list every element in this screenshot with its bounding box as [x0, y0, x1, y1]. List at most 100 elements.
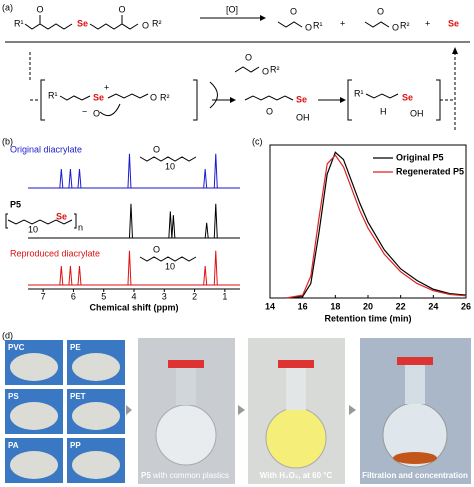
atom: Se [296, 94, 307, 104]
flask-neck [176, 365, 196, 405]
x-tick-label: 6 [71, 291, 76, 301]
bracket [5, 213, 77, 229]
curved-arrow [209, 81, 218, 109]
bond [244, 95, 294, 101]
atom: Se [56, 211, 67, 221]
arrow [126, 405, 132, 415]
arrow-head [452, 47, 458, 54]
atom: Se [93, 92, 104, 102]
plastic-sample [72, 402, 120, 430]
atom: R¹ [313, 20, 323, 30]
x-axis-label: Chemical shift (ppm) [89, 302, 178, 312]
arrow-head [340, 97, 346, 103]
bond [139, 256, 197, 262]
caption-text: with common plastics [151, 471, 229, 480]
x-tick-label: 18 [330, 301, 340, 311]
legend-label: Original P5 [396, 152, 444, 162]
atom: O [153, 144, 160, 154]
peak [171, 215, 176, 239]
bracket [40, 79, 198, 121]
plus: + [340, 18, 345, 28]
peak [168, 211, 173, 239]
panel-label: (a) [2, 2, 13, 12]
peak [77, 168, 82, 189]
series-line [286, 154, 467, 299]
atom: O [142, 20, 149, 30]
atom: O [266, 106, 273, 116]
x-tick-label: 1 [222, 291, 227, 301]
atom: R² [400, 20, 410, 30]
series-label: Reproduced diacrylate [10, 248, 100, 258]
series-line [286, 151, 467, 299]
x-tick-label: 4 [131, 291, 136, 301]
peak [204, 222, 209, 239]
scheme: (a) R¹ O Se O O R² [O] O R¹ O + O O R² +… [2, 2, 470, 130]
bond [107, 93, 149, 99]
bond [7, 219, 73, 225]
peak [59, 265, 64, 286]
x-axis-label: Retention time (min) [325, 313, 412, 323]
clamp [397, 357, 433, 365]
caption-bold: P5 [141, 471, 151, 480]
atom: O [36, 4, 43, 14]
x-tick-label: 26 [461, 301, 471, 311]
peak [68, 168, 73, 189]
atom: R¹ [48, 90, 58, 100]
x-tick-label: 16 [298, 301, 308, 311]
x-tick-label: 22 [396, 301, 406, 311]
bond [364, 21, 390, 28]
bond [277, 21, 303, 28]
peak [213, 153, 218, 189]
atom: R² [270, 64, 280, 74]
plastic-label: PVC [8, 343, 25, 352]
peak [127, 153, 132, 189]
peak [203, 168, 208, 189]
caption: P5 with common plastics [141, 471, 229, 480]
atom: O [150, 92, 157, 102]
plastic-label: PP [70, 441, 81, 450]
x-tick-label: 3 [162, 291, 167, 301]
plastic-sample [10, 402, 58, 430]
atom: R² [160, 92, 170, 102]
x-tick-label: 2 [192, 291, 197, 301]
bond [89, 23, 139, 30]
panel-label: (c) [252, 136, 263, 146]
atom: O [305, 22, 312, 32]
atom: O [290, 6, 297, 16]
atom: OH [410, 108, 424, 118]
plastic-sample [72, 353, 120, 381]
bond [24, 23, 73, 30]
series-label: P5 [10, 199, 21, 209]
atom: H [380, 106, 387, 116]
caption: With H₂O₂, at 60 °C [260, 471, 333, 480]
bond [365, 93, 399, 99]
atom: Se [448, 18, 459, 28]
atom: O [392, 22, 399, 32]
plastics-grid: PVC PE PS PET PA PP [5, 340, 125, 483]
plastic-sample [72, 451, 120, 479]
bond [139, 156, 197, 162]
flask [155, 404, 217, 466]
peak [77, 265, 82, 286]
atom: R² [152, 18, 162, 28]
peak [203, 265, 208, 286]
clamp [278, 360, 314, 368]
atom: OH [296, 112, 310, 122]
arrow [349, 405, 356, 415]
plastic-label: PET [70, 392, 86, 401]
plastic-label: PA [8, 441, 19, 450]
plastic-sample [10, 353, 58, 381]
atom: O [93, 108, 100, 118]
x-tick-label: 24 [428, 301, 438, 311]
atom: R¹ [14, 18, 24, 28]
atom: Se [77, 18, 88, 28]
legend-label: Regenerated P5 [396, 166, 464, 176]
residue [393, 452, 437, 464]
flask-neck [405, 362, 425, 404]
arrow [238, 405, 245, 415]
nmr-structures: 10 O 10 Se n 10 O [5, 144, 197, 271]
photos: (d) PVC PE PS PET PA PP P5 with common plasti… [2, 330, 471, 484]
caption: Filtration and concentration [362, 471, 468, 480]
peak [128, 203, 133, 239]
arrow-head [230, 97, 236, 103]
